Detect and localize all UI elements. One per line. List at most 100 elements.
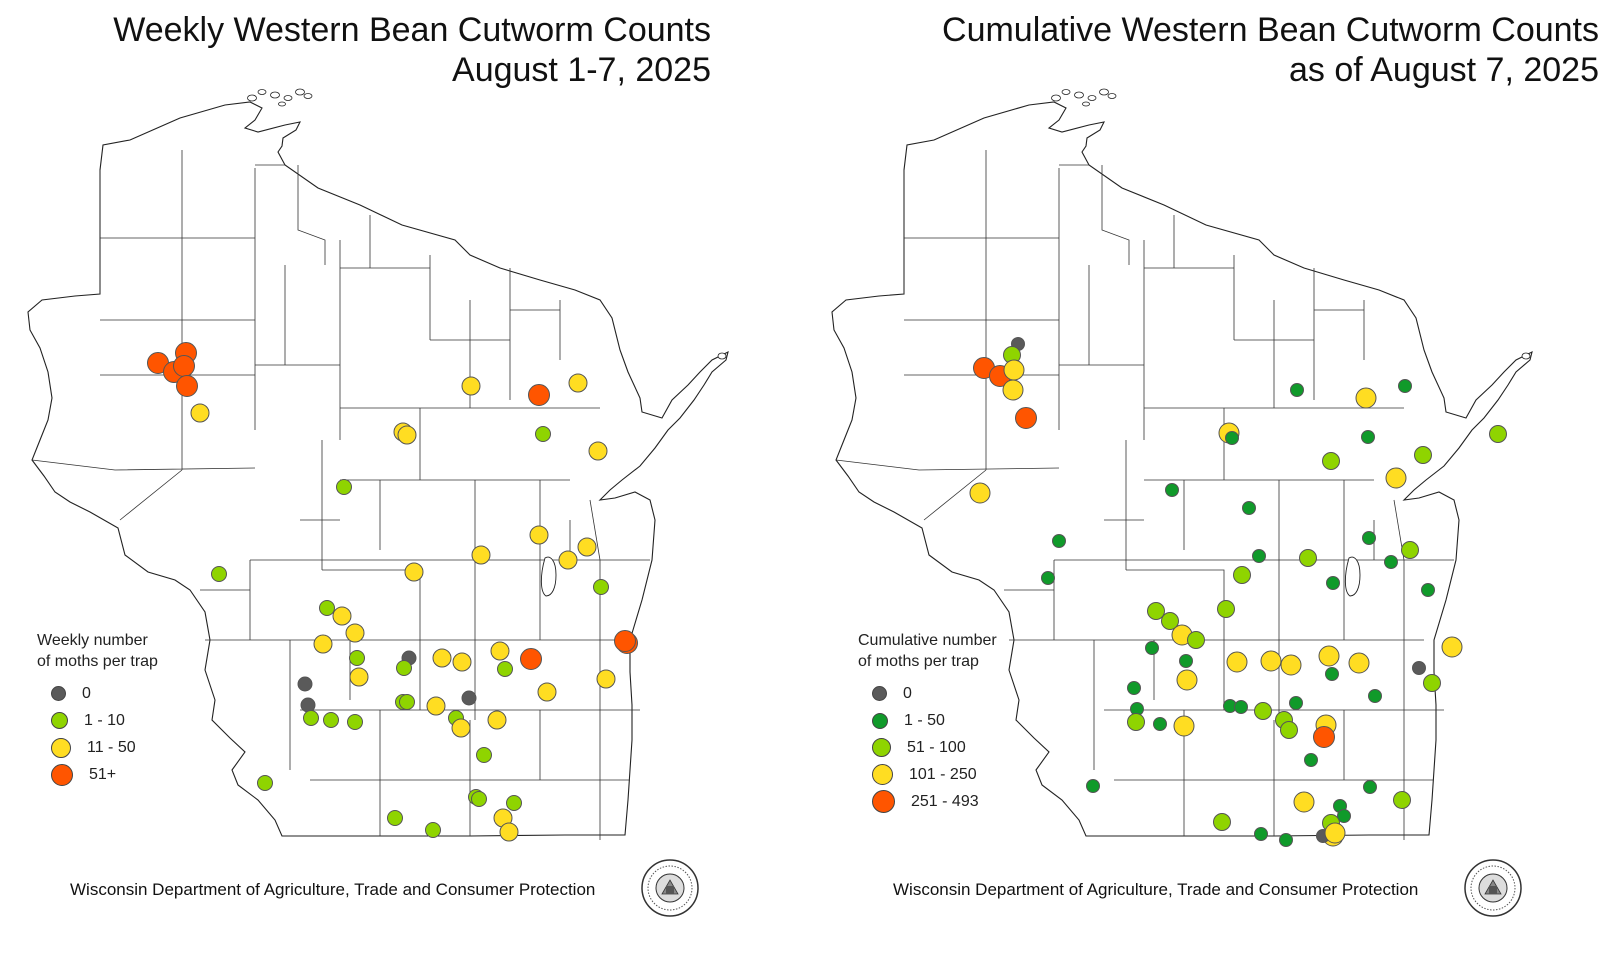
trap-site-marker[interactable] bbox=[1254, 702, 1272, 720]
trap-site-marker[interactable] bbox=[1086, 779, 1100, 793]
trap-site-marker[interactable] bbox=[1326, 576, 1340, 590]
trap-site-marker[interactable] bbox=[1489, 425, 1507, 443]
trap-site-marker[interactable] bbox=[257, 775, 273, 791]
trap-site-marker[interactable] bbox=[1363, 780, 1377, 794]
trap-site-marker[interactable] bbox=[349, 650, 365, 666]
trap-site-marker[interactable] bbox=[520, 648, 542, 670]
trap-site-marker[interactable] bbox=[1254, 827, 1268, 841]
trap-site-marker[interactable] bbox=[1187, 631, 1205, 649]
trap-site-marker[interactable] bbox=[1299, 549, 1317, 567]
trap-site-marker[interactable] bbox=[404, 562, 424, 582]
trap-site-marker[interactable] bbox=[347, 714, 363, 730]
trap-site-marker[interactable] bbox=[1368, 689, 1382, 703]
trap-site-marker[interactable] bbox=[1414, 446, 1432, 464]
trap-site-marker[interactable] bbox=[1348, 652, 1370, 674]
trap-site-marker[interactable] bbox=[1441, 636, 1463, 658]
trap-site-marker[interactable] bbox=[497, 661, 513, 677]
trap-site-marker[interactable] bbox=[1165, 483, 1179, 497]
trap-site-marker[interactable] bbox=[451, 718, 471, 738]
trap-site-marker[interactable] bbox=[490, 641, 510, 661]
trap-site-marker[interactable] bbox=[1412, 661, 1426, 675]
trap-site-marker[interactable] bbox=[190, 403, 210, 423]
trap-site-marker[interactable] bbox=[1002, 379, 1024, 401]
trap-site-marker[interactable] bbox=[1234, 700, 1248, 714]
trap-site-marker[interactable] bbox=[1324, 822, 1346, 844]
trap-site-marker[interactable] bbox=[1322, 452, 1340, 470]
trap-site-marker[interactable] bbox=[176, 375, 198, 397]
trap-site-marker[interactable] bbox=[476, 747, 492, 763]
trap-site-marker[interactable] bbox=[1226, 651, 1248, 673]
trap-site-marker[interactable] bbox=[323, 712, 339, 728]
trap-site-marker[interactable] bbox=[1147, 602, 1165, 620]
trap-site-marker[interactable] bbox=[1384, 555, 1398, 569]
trap-site-marker[interactable] bbox=[1161, 612, 1179, 630]
trap-site-marker[interactable] bbox=[558, 550, 578, 570]
trap-site-marker[interactable] bbox=[1361, 430, 1375, 444]
trap-site-marker[interactable] bbox=[303, 710, 319, 726]
trap-site-marker[interactable] bbox=[1313, 726, 1335, 748]
trap-site-marker[interactable] bbox=[1003, 359, 1025, 381]
trap-site-marker[interactable] bbox=[568, 373, 588, 393]
trap-site-marker[interactable] bbox=[1398, 379, 1412, 393]
trap-site-marker[interactable] bbox=[1176, 669, 1198, 691]
trap-site-marker[interactable] bbox=[387, 810, 403, 826]
trap-site-marker[interactable] bbox=[336, 479, 352, 495]
trap-site-marker[interactable] bbox=[1401, 541, 1419, 559]
trap-site-marker[interactable] bbox=[1127, 681, 1141, 695]
trap-site-marker[interactable] bbox=[529, 525, 549, 545]
trap-site-marker[interactable] bbox=[461, 690, 477, 706]
trap-site-marker[interactable] bbox=[332, 606, 352, 626]
trap-site-marker[interactable] bbox=[1304, 753, 1318, 767]
trap-site-marker[interactable] bbox=[1233, 566, 1251, 584]
trap-site-marker[interactable] bbox=[577, 537, 597, 557]
trap-site-marker[interactable] bbox=[1041, 571, 1055, 585]
trap-site-marker[interactable] bbox=[461, 376, 481, 396]
trap-site-marker[interactable] bbox=[614, 630, 636, 652]
trap-site-marker[interactable] bbox=[1279, 833, 1293, 847]
trap-site-marker[interactable] bbox=[1260, 650, 1282, 672]
trap-site-marker[interactable] bbox=[1385, 467, 1407, 489]
trap-site-marker[interactable] bbox=[487, 710, 507, 730]
trap-site-marker[interactable] bbox=[1127, 713, 1145, 731]
trap-site-marker[interactable] bbox=[535, 426, 551, 442]
trap-site-marker[interactable] bbox=[1280, 654, 1302, 676]
trap-site-marker[interactable] bbox=[506, 795, 522, 811]
trap-site-marker[interactable] bbox=[426, 696, 446, 716]
trap-site-marker[interactable] bbox=[1225, 431, 1239, 445]
trap-site-marker[interactable] bbox=[396, 660, 412, 676]
trap-site-marker[interactable] bbox=[593, 579, 609, 595]
trap-site-marker[interactable] bbox=[537, 682, 557, 702]
trap-site-marker[interactable] bbox=[211, 566, 227, 582]
trap-site-marker[interactable] bbox=[297, 676, 313, 692]
trap-site-marker[interactable] bbox=[349, 667, 369, 687]
trap-site-marker[interactable] bbox=[1242, 501, 1256, 515]
trap-site-marker[interactable] bbox=[399, 694, 415, 710]
trap-site-marker[interactable] bbox=[1325, 667, 1339, 681]
trap-site-marker[interactable] bbox=[1217, 600, 1235, 618]
trap-site-marker[interactable] bbox=[345, 623, 365, 643]
trap-site-marker[interactable] bbox=[319, 600, 335, 616]
trap-site-marker[interactable] bbox=[1423, 674, 1441, 692]
trap-site-marker[interactable] bbox=[1145, 641, 1159, 655]
trap-site-marker[interactable] bbox=[1179, 654, 1193, 668]
trap-site-marker[interactable] bbox=[1290, 383, 1304, 397]
trap-site-marker[interactable] bbox=[452, 652, 472, 672]
trap-site-marker[interactable] bbox=[1052, 534, 1066, 548]
trap-site-marker[interactable] bbox=[1337, 809, 1351, 823]
trap-site-marker[interactable] bbox=[471, 545, 491, 565]
trap-site-marker[interactable] bbox=[596, 669, 616, 689]
trap-site-marker[interactable] bbox=[1293, 791, 1315, 813]
trap-site-marker[interactable] bbox=[432, 648, 452, 668]
trap-site-marker[interactable] bbox=[425, 822, 441, 838]
trap-site-marker[interactable] bbox=[313, 634, 333, 654]
trap-site-marker[interactable] bbox=[300, 697, 316, 713]
trap-site-marker[interactable] bbox=[1362, 531, 1376, 545]
trap-site-marker[interactable] bbox=[397, 425, 417, 445]
trap-site-marker[interactable] bbox=[471, 791, 487, 807]
trap-site-marker[interactable] bbox=[1213, 813, 1231, 831]
trap-site-marker[interactable] bbox=[1153, 717, 1167, 731]
trap-site-marker[interactable] bbox=[1015, 407, 1037, 429]
trap-site-marker[interactable] bbox=[1173, 715, 1195, 737]
trap-site-marker[interactable] bbox=[1421, 583, 1435, 597]
trap-site-marker[interactable] bbox=[499, 822, 519, 842]
